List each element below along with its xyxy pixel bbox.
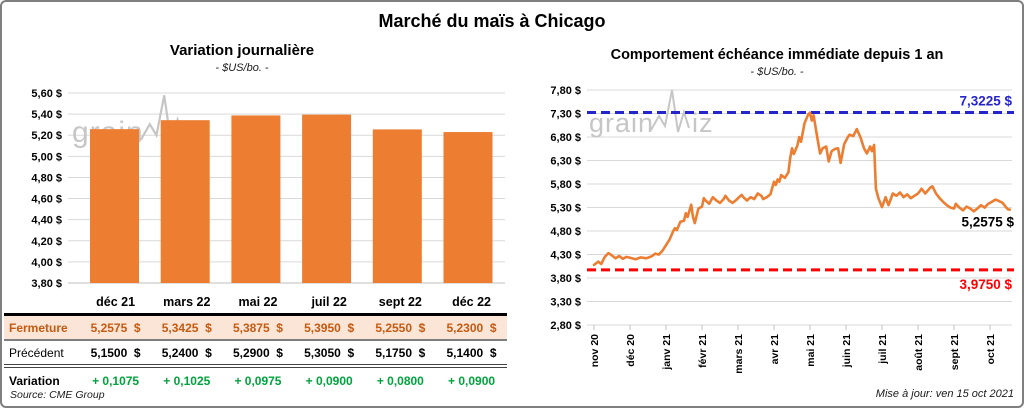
cell-precedent-2: 5,2900 $ [222, 341, 294, 368]
table-header-mai-22: mai 22 [222, 291, 294, 316]
page-title: Marché du maïs à Chicago [378, 11, 606, 31]
y-axis-label: 4,40 $ [31, 215, 62, 227]
cell-fermeture-3: 5,3950 $ [293, 316, 365, 341]
y-axis-label: 3,30 $ [550, 297, 581, 309]
cell-fermeture-4: 5,2550 $ [364, 316, 436, 341]
cell-variation-3: + 0,0900 [305, 374, 353, 388]
x-axis-label: oct 21 [985, 334, 997, 365]
x-axis-label: janv 21 [661, 334, 673, 371]
y-axis-label: 5,00 $ [31, 151, 62, 163]
y-axis-label: 4,00 $ [31, 257, 62, 269]
y-axis-label: 4,60 $ [31, 194, 62, 206]
table-header-mars-22: mars 22 [151, 291, 223, 316]
source-note: Source: CME Group [10, 389, 105, 401]
left-chart-title: Variation journalière [169, 42, 315, 59]
x-axis-label: juil 21 [877, 334, 889, 365]
price-line [592, 111, 1012, 267]
bar-mai-22 [231, 115, 281, 283]
front-month-chart: 2,80 $ 3,30 $ 3,80 $ 4,30 $ 4,80 $ 5,30 $ 5,80… [550, 85, 1014, 374]
right-chart-title: Comportement échéance immédiate depuis 1… [610, 47, 944, 63]
cell-fermeture-1: 5,3425 $ [151, 316, 223, 341]
resistance-label: 7,3225 $ [959, 94, 1012, 109]
y-axis-label: 4,30 $ [550, 250, 581, 262]
x-axis-label: sept 21 [949, 334, 961, 370]
x-axis-label: nov 20 [589, 334, 601, 367]
x-axis-label: mai 21 [805, 334, 817, 367]
y-axis-label: 6,30 $ [550, 156, 581, 168]
cell-precedent-3: 5,3050 $ [293, 341, 365, 368]
x-axis-label: mars 21 [733, 334, 745, 374]
bar-juil-22 [302, 114, 352, 283]
table-header-déc-22: déc 22 [435, 291, 508, 316]
watermark-text: iz [692, 108, 714, 138]
y-axis-label: 7,30 $ [550, 109, 581, 121]
cell-precedent-1: 5,2400 $ [151, 341, 223, 368]
y-axis-label: 5,40 $ [31, 109, 62, 121]
last-price-label: 5,2575 $ [961, 215, 1014, 230]
left-chart-subtitle: - $US/bo. - [215, 62, 269, 74]
update-note: Mise à jour: ven 15 oct 2021 [875, 388, 1014, 400]
cell-fermeture-5: 5,2300 $ [435, 316, 508, 341]
watermark-zigzag [650, 89, 690, 133]
y-axis-label: 3,80 $ [550, 273, 581, 285]
table-header-juil-22: juil 22 [293, 291, 365, 316]
x-axis-label: juin 21 [841, 334, 853, 368]
cell-variation-5: + 0,0900 [448, 374, 496, 388]
bar-sept-22 [372, 129, 422, 283]
y-axis-label: 4,20 $ [31, 236, 62, 248]
cell-fermeture-2: 5,3875 $ [222, 316, 294, 341]
y-axis-label: 5,60 $ [31, 88, 62, 100]
x-axis-label: août 21 [913, 334, 925, 371]
y-axis-label: 5,80 $ [550, 179, 581, 191]
row-label-variation: Variation [9, 374, 60, 388]
cell-precedent-4: 5,1750 $ [364, 341, 436, 368]
y-axis-label: 6,80 $ [550, 132, 581, 144]
y-axis-label: 4,80 $ [550, 226, 581, 238]
y-axis-label: 5,30 $ [550, 203, 581, 215]
y-axis-label: 4,80 $ [31, 172, 62, 184]
right-chart-subtitle: - $US/bo. - [750, 66, 804, 78]
bar-mars-22 [160, 120, 210, 283]
cell-variation-0: + 0,1075 [92, 374, 140, 388]
y-axis-label: 3,80 $ [31, 278, 62, 290]
x-axis-label: déc 20 [625, 334, 637, 367]
watermark-zigzag [139, 95, 185, 143]
cell-fermeture-0: 5,2575 $ [80, 316, 152, 341]
y-axis-label: 5,20 $ [31, 130, 62, 142]
row-label-fermeture: Fermeture [4, 316, 80, 341]
y-axis-label: 2,80 $ [550, 320, 581, 332]
cell-precedent-0: 5,1500 $ [80, 341, 152, 368]
table-header-row-label [4, 291, 80, 316]
price-table: déc 21 mars 22 mai 22 juil 22 sept 22 déc 22 F… [4, 291, 508, 394]
cell-variation-4: + 0,0800 [376, 374, 424, 388]
daily-variation-chart: 3,80 $ 4,00 $ 4,20 $ 4,40 $ 4,60 $ 4,80 $ 5,00… [31, 88, 505, 290]
table-header-sept-22: sept 22 [364, 291, 436, 316]
support-label: 3,9750 $ [959, 277, 1012, 292]
x-axis-label: févr 21 [697, 334, 709, 368]
cell-precedent-5: 5,1400 $ [435, 341, 508, 368]
table-header-déc-21: déc 21 [80, 291, 152, 316]
bar-déc-22 [443, 132, 493, 283]
cell-variation-2: + 0,0975 [234, 374, 282, 388]
y-axis-label: 7,80 $ [550, 85, 581, 97]
bar-déc-21 [90, 129, 139, 283]
x-axis-label: avr 21 [769, 334, 781, 365]
cell-variation-1: + 0,1025 [163, 374, 211, 388]
row-label-precedent: Précédent [4, 341, 80, 368]
